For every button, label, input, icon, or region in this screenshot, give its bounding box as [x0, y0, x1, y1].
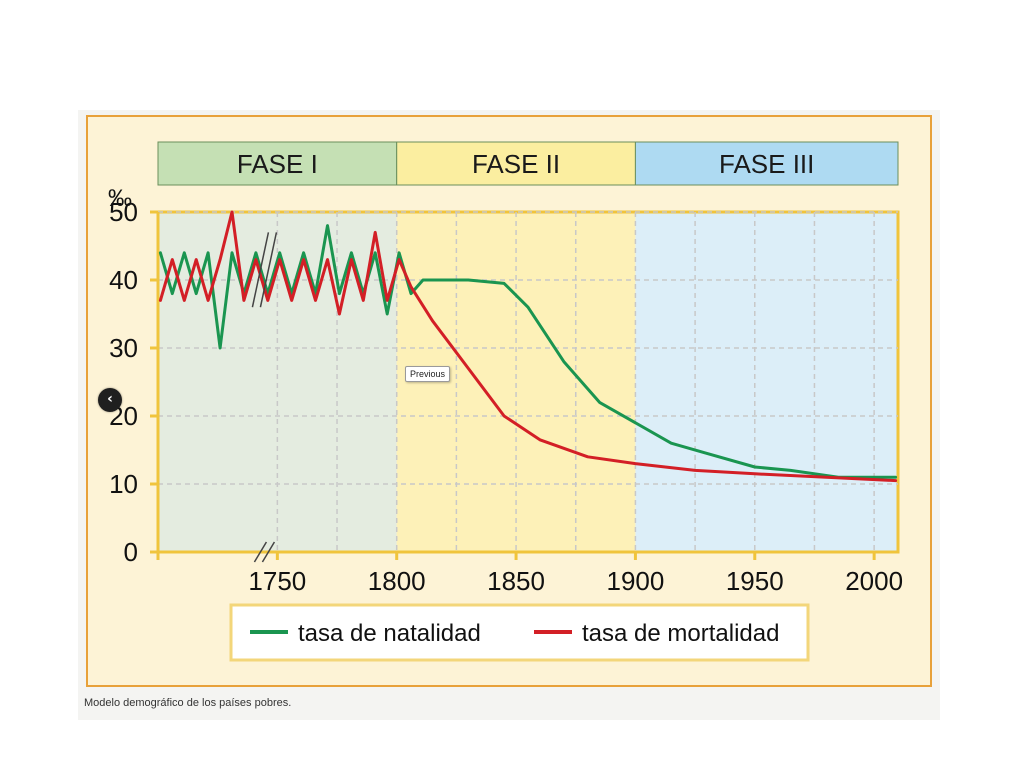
phase-header-label-3: FASE III: [719, 149, 814, 179]
y-tick-label: 40: [109, 265, 138, 295]
y-tick-label: 50: [109, 197, 138, 227]
series-line-mortalidad: [158, 210, 898, 483]
axis-break-mark: [253, 541, 268, 563]
y-tick-label: 0: [124, 537, 138, 567]
axis-break-mark: [261, 541, 276, 563]
phase-header-label-2: FASE II: [472, 149, 560, 179]
legend-box: [229, 603, 810, 662]
previous-button[interactable]: ‹: [98, 388, 122, 412]
phase-header-1: [157, 141, 398, 186]
x-tick-label: 2000: [845, 566, 903, 596]
legend-label-mortalidad: tasa de mortalidad: [582, 620, 779, 647]
series-group: [158, 210, 898, 483]
axis-break: [251, 232, 278, 563]
y-tick-label: 10: [109, 469, 138, 499]
x-tick-label: 1800: [368, 566, 426, 596]
legend-label-natalidad: tasa de natalidad: [298, 620, 481, 647]
x-tick-label: 1850: [487, 566, 545, 596]
x-tick-label: 1950: [726, 566, 784, 596]
phase-header-2: [396, 141, 636, 186]
phase-headers: FASE I FASE II FASE III: [157, 141, 899, 186]
x-tick-label: 1900: [606, 566, 664, 596]
image-caption: Modelo demográfico de los países pobres.: [84, 697, 292, 709]
phase-header-3: [634, 141, 899, 186]
plot-break-mark: [251, 232, 270, 308]
phase-header-label-1: FASE I: [237, 149, 318, 179]
plot-area: [156, 210, 900, 554]
y-axis-label: ‰: [108, 185, 132, 212]
previous-tooltip: Previous: [405, 366, 451, 382]
image-viewer: FASE I FASE II FASE III 0 10 20 30 40 50 1750 180…: [78, 110, 940, 720]
y-tick-label: 30: [109, 333, 138, 363]
plot-break-mark: [259, 232, 278, 308]
phase-plot-bg-3: [635, 212, 898, 552]
x-tick-label: 1750: [248, 566, 306, 596]
